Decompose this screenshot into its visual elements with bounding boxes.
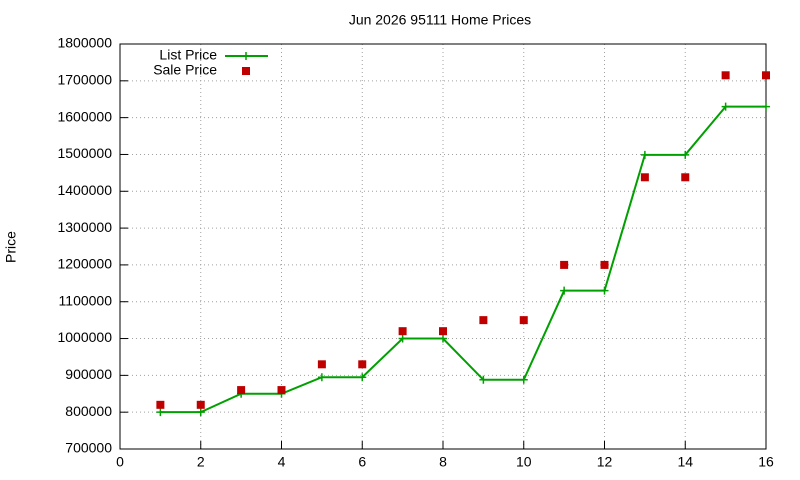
point-marker: [519, 316, 528, 325]
point-marker: [721, 71, 730, 80]
point-marker: [640, 150, 649, 159]
y-tick-label: 700000: [65, 440, 112, 456]
y-tick-label: 1600000: [57, 108, 112, 124]
point-marker: [600, 260, 609, 269]
point-marker: [681, 150, 690, 159]
y-tick-label: 1100000: [59, 292, 113, 308]
y-tick-label: 1700000: [57, 72, 112, 88]
y-tick-label: 800000: [65, 403, 112, 419]
point-marker: [519, 375, 528, 384]
point-marker: [237, 386, 246, 395]
point-marker: [640, 173, 649, 182]
x-tick-label: 8: [439, 454, 447, 470]
point-marker: [196, 400, 205, 409]
point-marker: [479, 316, 488, 325]
legend-marker: [242, 67, 250, 75]
series-line: [160, 105, 766, 414]
y-axis-label: Price: [3, 231, 19, 263]
x-tick-label: 4: [278, 454, 286, 470]
legend-marker: [242, 52, 250, 60]
y-tick-label: 1400000: [57, 182, 112, 198]
legend-label: Sale Price: [153, 62, 217, 78]
point-marker: [156, 400, 165, 409]
point-marker: [762, 102, 770, 111]
plot-border: [119, 43, 767, 450]
y-tick-label: 1200000: [57, 256, 112, 272]
x-tick-label: 2: [197, 454, 205, 470]
y-tick-label: 1800000: [57, 35, 112, 51]
point-marker: [762, 71, 770, 80]
y-tick-label: 1300000: [57, 219, 112, 235]
x-tick-label: 12: [597, 454, 613, 470]
x-tick-label: 14: [677, 454, 693, 470]
point-marker: [358, 360, 367, 369]
point-marker: [398, 334, 407, 343]
x-tick-label: 16: [758, 454, 774, 470]
point-marker: [560, 260, 569, 269]
point-marker: [317, 373, 326, 382]
point-marker: [398, 327, 407, 336]
point-marker: [156, 408, 165, 417]
chart-title: Jun 2026 95111 Home Prices: [349, 12, 531, 28]
legend-label: List Price: [159, 47, 217, 63]
y-tick-label: 1500000: [57, 145, 112, 161]
x-tick-label: 6: [358, 454, 366, 470]
x-tick-label: 0: [116, 454, 124, 470]
x-tick-label: 10: [516, 454, 532, 470]
point-marker: [721, 102, 730, 111]
y-tick-label: 900000: [65, 366, 112, 382]
point-marker: [560, 286, 569, 295]
point-marker: [196, 408, 205, 417]
y-tick-label: 1000000: [57, 329, 112, 345]
point-marker: [479, 375, 488, 384]
point-marker: [277, 386, 286, 395]
point-marker: [681, 173, 690, 182]
point-marker: [317, 360, 326, 369]
point-marker: [439, 334, 447, 343]
point-marker: [600, 286, 609, 295]
point-marker: [358, 373, 367, 382]
point-marker: [439, 327, 447, 336]
